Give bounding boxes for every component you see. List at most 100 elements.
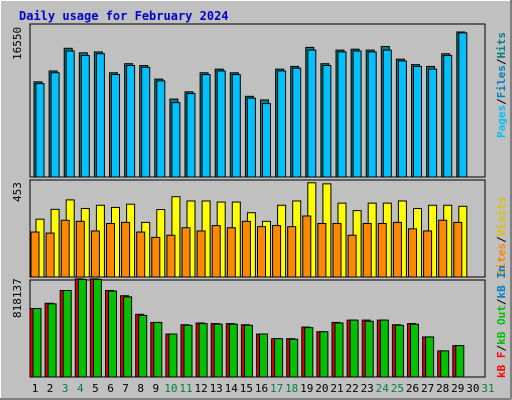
day-label-26: 26	[406, 382, 419, 395]
mid-panel-max-label: 453	[11, 182, 24, 202]
day-label-20: 20	[315, 382, 328, 395]
kb-in-bar-20	[319, 331, 329, 378]
pages-bar-8	[141, 66, 151, 178]
sites-bar-25	[392, 221, 402, 278]
day-label-17: 17	[270, 382, 283, 395]
kb-in-bar-29	[455, 345, 465, 378]
day-label-10: 10	[164, 382, 177, 395]
legend-item: Sites	[495, 243, 508, 276]
day-label-27: 27	[421, 382, 434, 395]
sites-bar-2	[45, 232, 55, 278]
sites-bar-8	[136, 231, 146, 278]
pages-bar-9	[156, 80, 166, 178]
kb-in-bar-19	[304, 327, 314, 378]
pages-bar-11	[186, 93, 196, 178]
sites-bar-9	[151, 236, 161, 278]
kb-in-bar-4	[77, 278, 87, 378]
pages-bar-17	[277, 70, 287, 178]
day-label-6: 6	[107, 382, 114, 395]
pages-bar-19	[307, 49, 317, 178]
day-label-22: 22	[345, 382, 358, 395]
hits-panel	[29, 23, 486, 178]
pages-bar-2	[50, 72, 60, 178]
day-label-19: 19	[300, 382, 313, 395]
legend-item: kB In	[495, 265, 508, 298]
legend-item: /	[495, 236, 508, 243]
pages-bar-26	[413, 65, 422, 178]
legend-item: /	[495, 298, 508, 305]
day-label-2: 2	[47, 382, 54, 395]
kb-in-bar-11	[183, 324, 193, 378]
sites-bar-14	[226, 227, 236, 278]
pages-bar-27	[428, 68, 438, 178]
sites-bar-12	[196, 230, 206, 278]
sites-bar-5	[90, 230, 100, 278]
sites-bar-1	[30, 231, 40, 278]
kb-in-bar-18	[289, 338, 299, 378]
legend-item: Visits	[495, 197, 508, 237]
kb-in-bar-7	[123, 296, 133, 378]
sites-bar-28	[438, 219, 448, 278]
top-panel-max-label: 16550	[11, 27, 24, 60]
legend-item: /	[495, 58, 508, 65]
kb-in-bar-27	[425, 336, 435, 378]
pages-bar-15	[246, 97, 256, 178]
sites-bar-19	[302, 215, 312, 278]
sites-bar-7	[121, 221, 131, 278]
sites-bar-22	[347, 234, 357, 278]
sites-bar-15	[241, 220, 251, 278]
sites-bar-29	[453, 221, 463, 278]
pages-bar-13	[216, 70, 226, 178]
day-axis: 1 2 3 4 5 6 7 8 9 10 11 12 13 14 15 16 17 18 19 20 21 22 23 24 2…	[32, 382, 495, 395]
day-label-29: 29	[451, 382, 464, 395]
pages-bar-16	[262, 103, 271, 178]
sites-bar-24	[377, 222, 387, 278]
kb-in-bar-28	[440, 350, 450, 378]
kb-in-bar-26	[410, 323, 419, 378]
kb-in-bar-6	[108, 290, 117, 378]
day-label-4: 4	[77, 382, 84, 395]
mid-panel-legend: Sites/Visits	[495, 197, 508, 277]
pages-bar-6	[111, 74, 120, 178]
day-label-30: 30	[466, 382, 479, 395]
day-label-11: 11	[179, 382, 192, 395]
pages-bar-1	[35, 83, 45, 178]
kb-in-bar-16	[259, 333, 268, 378]
sites-bar-11	[181, 227, 191, 278]
kb-in-bar-12	[198, 323, 208, 378]
day-label-21: 21	[330, 382, 343, 395]
visits-panel	[29, 179, 486, 278]
kb-in-bar-17	[274, 338, 284, 378]
sites-bar-23	[362, 222, 372, 278]
kb-in-bar-23	[364, 320, 374, 378]
day-label-1: 1	[32, 382, 39, 395]
kb-in-bar-10	[168, 333, 178, 378]
pages-bar-21	[337, 51, 347, 178]
day-label-3: 3	[62, 382, 69, 395]
pages-bar-18	[292, 67, 302, 178]
pages-bar-28	[443, 55, 453, 178]
top-panel-legend: Pages/Files/Hits	[495, 32, 508, 138]
sites-bar-17	[272, 225, 282, 278]
day-label-12: 12	[194, 382, 207, 395]
pages-bar-24	[382, 49, 392, 178]
legend-item: Pages	[495, 105, 508, 138]
pages-bar-22	[352, 50, 362, 178]
pages-bar-5	[95, 53, 105, 178]
kb-in-bar-1	[32, 307, 42, 378]
sites-bar-10	[166, 234, 176, 278]
day-label-5: 5	[92, 382, 99, 395]
day-label-15: 15	[240, 382, 253, 395]
day-label-16: 16	[255, 382, 268, 395]
kb-in-bar-15	[243, 324, 253, 378]
kb-in-bar-14	[228, 323, 238, 378]
day-label-25: 25	[391, 382, 404, 395]
pages-bar-25	[397, 60, 407, 178]
day-label-18: 18	[285, 382, 298, 395]
legend-item: /	[495, 345, 508, 352]
pages-bar-7	[126, 65, 136, 178]
pages-bar-29	[458, 32, 468, 178]
kb-in-bar-8	[138, 314, 148, 378]
